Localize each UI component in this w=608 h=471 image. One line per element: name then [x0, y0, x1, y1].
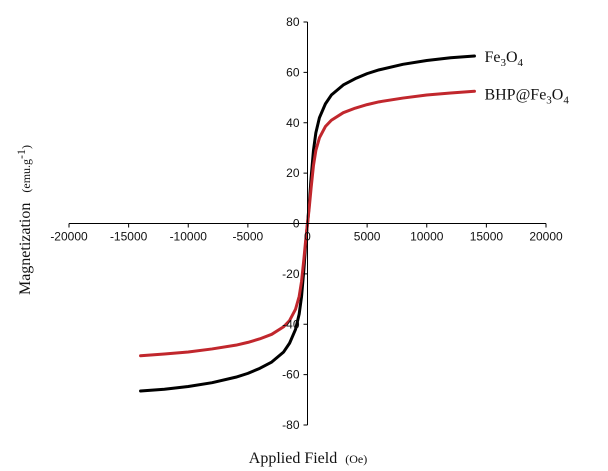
x-axis-title: Applied Field (Oe) — [249, 450, 367, 467]
y-tick-label: 60 — [286, 65, 300, 79]
legend-layer: Fe3O4 BHP@Fe3O4 — [484, 49, 569, 106]
x-tick-label: 20000 — [529, 230, 563, 244]
y-tick-label: 0 — [293, 217, 300, 231]
x-tick-label: -5000 — [233, 230, 264, 244]
axes-layer — [68, 21, 547, 426]
y-tick-label: 80 — [286, 15, 300, 29]
x-tick-label: 10000 — [410, 230, 444, 244]
y-tick-label: -20 — [282, 267, 300, 281]
x-tick-label: -20000 — [50, 230, 88, 244]
x-tick-label: 0 — [304, 230, 311, 244]
series-label-fe3o4: Fe3O4 — [484, 49, 523, 69]
y-tick-label: -60 — [282, 368, 300, 382]
y-axis-title: Magnetization (emu.g-1) — [14, 145, 34, 295]
series-label-bhp-fe3o4: BHP@Fe3O4 — [484, 86, 569, 106]
x-tick-label: 15000 — [470, 230, 504, 244]
tick-labels-layer: -20000 -15000 -10000 -5000 0 5000 10000 15000 20… — [50, 15, 563, 432]
y-tick-label: -80 — [282, 418, 300, 432]
x-tick-label: -15000 — [110, 230, 148, 244]
y-tick-label: 40 — [286, 116, 300, 130]
x-tick-label: -10000 — [170, 230, 208, 244]
x-tick-label: 5000 — [354, 230, 381, 244]
y-tick-label: 20 — [286, 166, 300, 180]
y-tick-label: -40 — [282, 317, 300, 331]
